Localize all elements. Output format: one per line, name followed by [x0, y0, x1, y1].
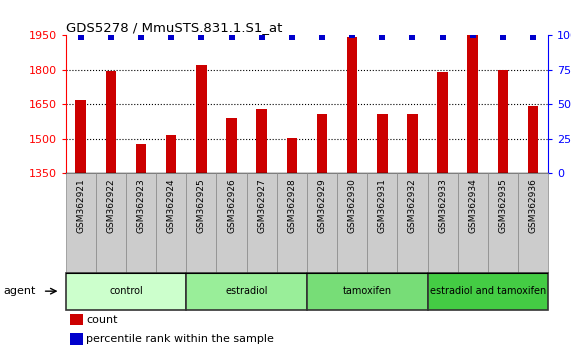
- Text: GSM362921: GSM362921: [77, 178, 85, 233]
- Bar: [468, 35, 478, 173]
- Text: agent: agent: [3, 286, 35, 296]
- Text: GSM362928: GSM362928: [287, 178, 296, 233]
- Bar: [156, 173, 186, 273]
- Bar: [70, 333, 83, 345]
- Bar: [70, 314, 83, 325]
- Bar: [166, 136, 176, 173]
- Text: GSM362933: GSM362933: [438, 178, 447, 233]
- Text: percentile rank within the sample: percentile rank within the sample: [86, 334, 274, 344]
- Text: GSM362930: GSM362930: [348, 178, 357, 233]
- Text: tamoxifen: tamoxifen: [343, 286, 392, 296]
- Bar: [186, 273, 307, 310]
- Bar: [428, 273, 548, 310]
- Bar: [196, 65, 207, 173]
- Bar: [488, 173, 518, 273]
- Text: GSM362923: GSM362923: [136, 178, 146, 233]
- Bar: [377, 114, 388, 173]
- Text: GDS5278 / MmuSTS.831.1.S1_at: GDS5278 / MmuSTS.831.1.S1_at: [66, 21, 282, 34]
- Bar: [428, 173, 458, 273]
- Bar: [247, 173, 277, 273]
- Text: control: control: [109, 286, 143, 296]
- Bar: [277, 173, 307, 273]
- Bar: [518, 173, 548, 273]
- Text: GSM362929: GSM362929: [317, 178, 327, 233]
- Bar: [136, 144, 146, 173]
- Text: GSM362925: GSM362925: [197, 178, 206, 233]
- Text: GSM362934: GSM362934: [468, 178, 477, 233]
- Text: GSM362926: GSM362926: [227, 178, 236, 233]
- Bar: [186, 173, 216, 273]
- Text: GSM362935: GSM362935: [498, 178, 508, 233]
- Text: estradiol: estradiol: [226, 286, 268, 296]
- Text: GSM362922: GSM362922: [106, 178, 115, 233]
- Bar: [66, 273, 186, 310]
- Bar: [307, 173, 337, 273]
- Text: GSM362932: GSM362932: [408, 178, 417, 233]
- Bar: [337, 173, 367, 273]
- Text: GSM362927: GSM362927: [257, 178, 266, 233]
- Bar: [216, 173, 247, 273]
- Text: GSM362924: GSM362924: [167, 178, 176, 233]
- Bar: [407, 114, 418, 173]
- Bar: [126, 173, 156, 273]
- Text: GSM362936: GSM362936: [529, 178, 537, 233]
- Bar: [307, 273, 428, 310]
- Bar: [66, 173, 96, 273]
- Bar: [367, 173, 397, 273]
- Bar: [458, 173, 488, 273]
- Text: GSM362931: GSM362931: [378, 178, 387, 233]
- Bar: [437, 72, 448, 173]
- Bar: [317, 114, 327, 173]
- Bar: [75, 100, 86, 173]
- Text: count: count: [86, 314, 118, 325]
- Bar: [287, 138, 297, 173]
- Bar: [528, 106, 538, 173]
- Bar: [96, 173, 126, 273]
- Bar: [498, 70, 508, 173]
- Bar: [106, 71, 116, 173]
- Bar: [347, 36, 357, 173]
- Text: estradiol and tamoxifen: estradiol and tamoxifen: [430, 286, 546, 296]
- Bar: [256, 109, 267, 173]
- Bar: [397, 173, 428, 273]
- Bar: [226, 118, 237, 173]
